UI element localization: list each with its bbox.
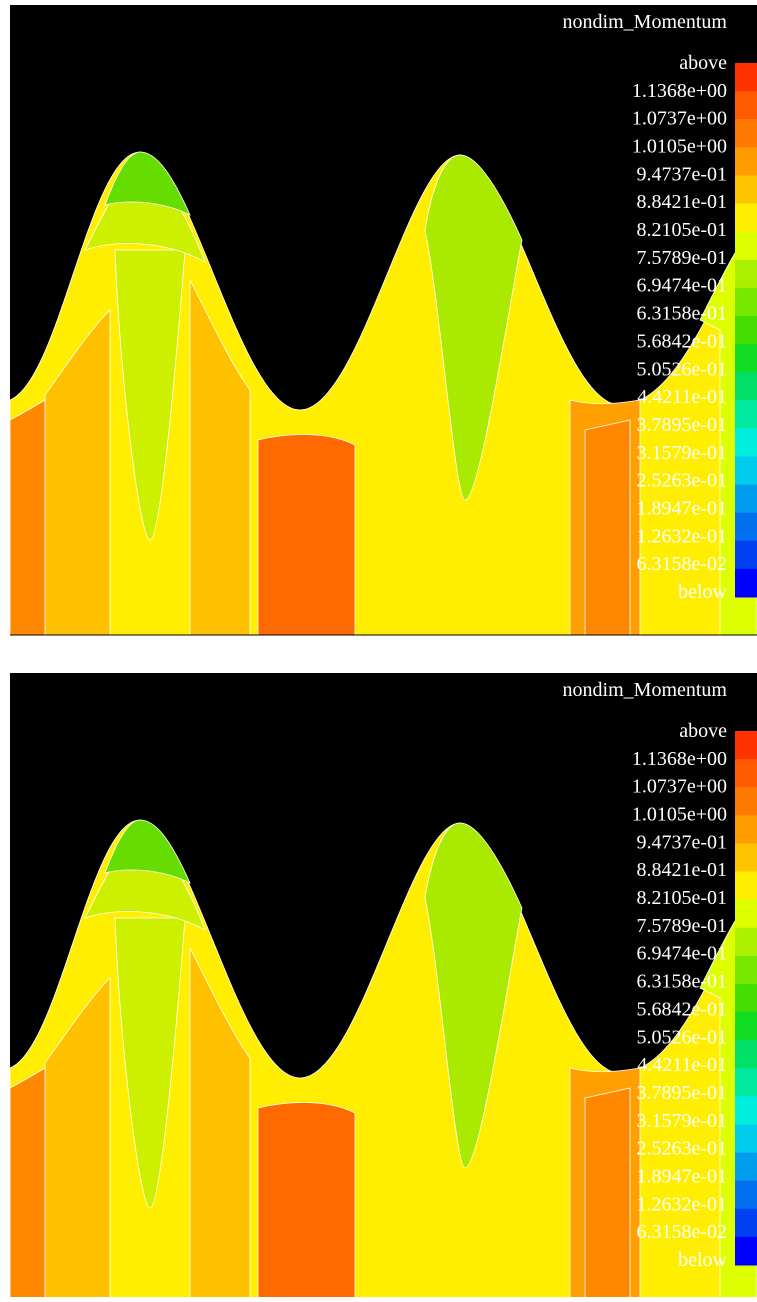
colorbar-swatch — [735, 119, 757, 148]
legend-label: 9.4737e-01 — [636, 831, 727, 853]
legend-label: 1.2632e-01 — [636, 525, 727, 547]
legend-label: 1.2632e-01 — [636, 1193, 727, 1215]
contour-region — [585, 420, 630, 635]
legend-label: 2.5263e-01 — [636, 470, 727, 492]
colorbar-swatch — [735, 91, 757, 120]
legend-label: 5.6842e-01 — [636, 998, 727, 1020]
screenshot: nondim_Momentumabove1.1368e+001.0737e+00… — [0, 0, 757, 1297]
colorbar-swatch — [735, 541, 757, 570]
legend-label: 8.2105e-01 — [636, 887, 727, 909]
colorbar-swatch — [735, 872, 757, 901]
legend-label: below — [678, 1249, 727, 1271]
legend-label: 5.0526e-01 — [636, 1026, 727, 1048]
legend-label: 6.9474e-01 — [636, 275, 727, 297]
colorbar-swatch — [735, 1012, 757, 1041]
colorbar-swatch — [735, 63, 757, 92]
legend-title: nondim_Momentum — [563, 11, 728, 33]
legend-label: 6.3158e-02 — [636, 1221, 727, 1243]
colorbar-swatch — [735, 260, 757, 289]
colorbar-swatch — [735, 787, 757, 816]
legend-label: above — [679, 52, 727, 74]
colorbar-swatch — [735, 1181, 757, 1210]
colorbar-swatch — [735, 428, 757, 457]
legend-title: nondim_Momentum — [563, 679, 728, 701]
contour-region — [258, 1103, 355, 1297]
legend-label: 6.3158e-01 — [636, 303, 727, 325]
colorbar-swatch — [735, 1096, 757, 1125]
legend-label: 6.9474e-01 — [636, 943, 727, 965]
legend-label: 1.1368e+00 — [632, 748, 727, 770]
legend-label: 6.3158e-01 — [636, 971, 727, 993]
colorbar-swatch — [735, 147, 757, 176]
legend-label: 4.4211e-01 — [637, 1054, 727, 1076]
legend-label: 3.7895e-01 — [636, 414, 727, 436]
legend-label: 1.1368e+00 — [632, 80, 727, 102]
colorbar-swatch — [735, 175, 757, 204]
colorbar-swatch — [735, 513, 757, 542]
legend-label: 3.1579e-01 — [636, 1110, 727, 1132]
legend-label: 4.4211e-01 — [637, 386, 727, 408]
colorbar-swatch — [735, 485, 757, 514]
legend-label: 1.8947e-01 — [636, 497, 727, 519]
colorbar-swatch — [735, 569, 757, 598]
legend-label: 8.8421e-01 — [636, 191, 727, 213]
colorbar-swatch — [735, 900, 757, 929]
colorbar-swatch — [735, 815, 757, 844]
legend-label: 1.8947e-01 — [636, 1165, 727, 1187]
contour-region — [258, 435, 355, 635]
colorbar-swatch — [735, 928, 757, 957]
legend-label: 8.2105e-01 — [636, 219, 727, 241]
colorbar-swatch — [735, 456, 757, 485]
colorbar-swatch — [735, 316, 757, 345]
legend-label: 1.0737e+00 — [632, 108, 727, 130]
legend-label: 1.0105e+00 — [632, 136, 727, 158]
contour-region — [585, 1088, 630, 1297]
colorbar-swatch — [735, 204, 757, 233]
colorbar-swatch — [735, 372, 757, 401]
legend-label: above — [679, 720, 727, 742]
legend-label: below — [678, 581, 727, 603]
legend-label: 7.5789e-01 — [636, 247, 727, 269]
legend-label: 1.0737e+00 — [632, 776, 727, 798]
colorbar-swatch — [735, 288, 757, 317]
colorbar-swatch — [735, 1237, 757, 1266]
colorbar-swatch — [735, 759, 757, 788]
legend-label: 1.0105e+00 — [632, 804, 727, 826]
colorbar-swatch — [735, 1124, 757, 1153]
legend-label: 7.5789e-01 — [636, 915, 727, 937]
colorbar-swatch — [735, 843, 757, 872]
colorbar-swatch — [735, 1068, 757, 1097]
legend-label: 3.7895e-01 — [636, 1082, 727, 1104]
legend-label: 5.0526e-01 — [636, 358, 727, 380]
colorbar-swatch — [735, 344, 757, 373]
legend-label: 2.5263e-01 — [636, 1138, 727, 1160]
colorbar-swatch — [735, 956, 757, 985]
colorbar-swatch — [735, 400, 757, 429]
colorbar-swatch — [735, 984, 757, 1013]
legend-label: 9.4737e-01 — [636, 163, 727, 185]
colorbar-swatch — [735, 1209, 757, 1238]
colorbar-swatch — [735, 731, 757, 760]
legend-label: 5.6842e-01 — [636, 330, 727, 352]
legend-label: 6.3158e-02 — [636, 553, 727, 575]
colorbar-swatch — [735, 232, 757, 261]
contour-region — [10, 400, 45, 635]
colorbar-swatch — [735, 1040, 757, 1069]
legend-label: 3.1579e-01 — [636, 442, 727, 464]
legend-label: 8.8421e-01 — [636, 859, 727, 881]
contour-region — [10, 1068, 45, 1297]
page: nondim_Momentumabove1.1368e+001.0737e+00… — [0, 0, 757, 1297]
colorbar-swatch — [735, 1153, 757, 1182]
